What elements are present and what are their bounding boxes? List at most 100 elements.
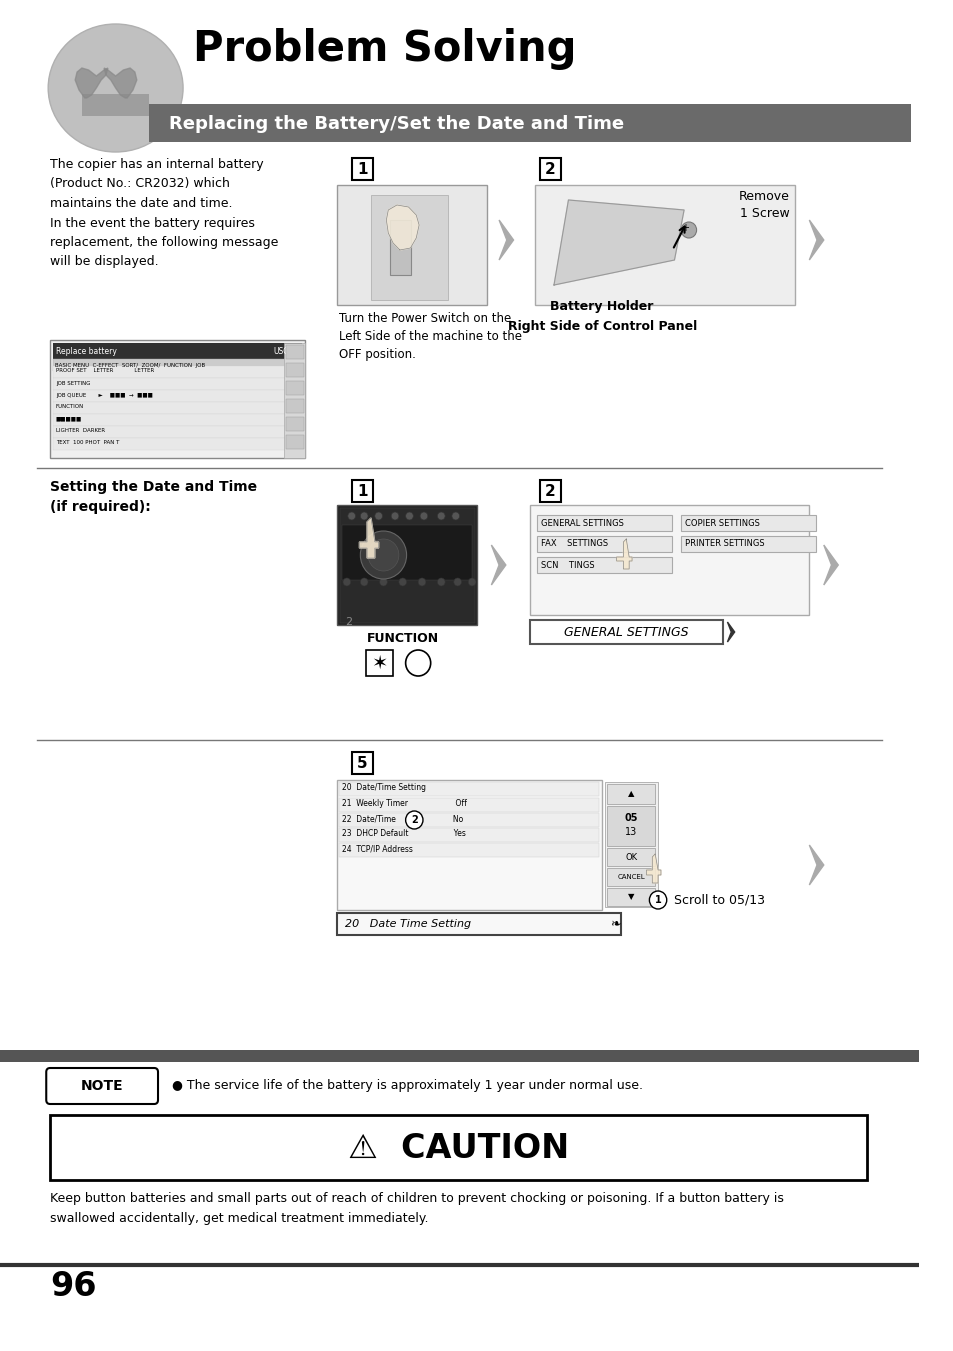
Text: Keep button batteries and small parts out of reach of children to prevent chocki: Keep button batteries and small parts ou… (51, 1192, 783, 1225)
Circle shape (368, 539, 398, 571)
Bar (53, 403, 301, 413)
Text: USO: USO (273, 347, 289, 357)
Text: 2: 2 (345, 617, 352, 627)
Polygon shape (646, 854, 660, 884)
Bar (606, 888, 655, 907)
Bar (53, 426, 301, 438)
Text: FAX    SETTINGS: FAX SETTINGS (540, 539, 607, 549)
Bar (342, 526, 472, 580)
Bar (53, 359, 301, 372)
Bar (339, 813, 598, 827)
Text: 22  Date/Time                        No: 22 Date/Time No (342, 815, 463, 824)
Bar (537, 557, 671, 573)
Bar (340, 508, 475, 623)
Polygon shape (808, 220, 823, 259)
Bar (371, 195, 448, 300)
Text: ⚠  CAUTION: ⚠ CAUTION (348, 1132, 569, 1165)
Text: SCN    TINGS: SCN TINGS (540, 561, 594, 570)
Bar (529, 620, 721, 644)
Ellipse shape (48, 24, 183, 153)
Text: PRINTER SETTINGS: PRINTER SETTINGS (684, 539, 764, 549)
Text: 1: 1 (356, 484, 367, 499)
Text: NOTE: NOTE (81, 1079, 123, 1093)
Bar (336, 780, 601, 911)
Bar (606, 807, 655, 846)
Text: 20   Date Time Setting: 20 Date Time Setting (345, 919, 471, 929)
Bar (286, 435, 303, 449)
Bar (535, 185, 794, 305)
Polygon shape (75, 68, 108, 99)
Bar (286, 345, 303, 359)
Bar (390, 220, 411, 276)
Bar (680, 515, 815, 531)
Circle shape (437, 512, 445, 520)
Text: 2: 2 (544, 162, 555, 177)
Bar (352, 480, 373, 503)
Text: ▲: ▲ (627, 789, 634, 798)
Bar (284, 343, 305, 458)
Text: TEXT  100 PHOT  PAN T: TEXT 100 PHOT PAN T (56, 440, 119, 446)
Bar (286, 399, 303, 413)
Polygon shape (616, 539, 632, 569)
Bar (606, 848, 655, 866)
Bar (150, 104, 909, 142)
Text: 23  DHCP Default                   Yes: 23 DHCP Default Yes (342, 830, 465, 839)
Polygon shape (498, 220, 513, 259)
Text: 1: 1 (356, 162, 367, 177)
Text: Scroll to 05/13: Scroll to 05/13 (674, 893, 764, 907)
Text: 20  Date/Time Setting: 20 Date/Time Setting (342, 784, 426, 793)
Text: FUNCTION: FUNCTION (366, 632, 438, 644)
Polygon shape (727, 621, 734, 642)
Text: CANCEL: CANCEL (617, 874, 644, 880)
Polygon shape (104, 68, 136, 99)
Bar (53, 438, 301, 450)
Circle shape (398, 578, 406, 586)
Text: 13: 13 (624, 827, 637, 838)
Bar (352, 753, 373, 774)
Text: 21  Weekly Timer                    Off: 21 Weekly Timer Off (342, 800, 466, 808)
Bar (0, 1050, 918, 1062)
Bar (286, 417, 303, 431)
Circle shape (452, 512, 459, 520)
Bar (539, 158, 560, 180)
Bar (366, 650, 393, 676)
Bar (51, 1115, 866, 1179)
Polygon shape (491, 544, 505, 585)
Bar (336, 913, 620, 935)
Circle shape (405, 512, 413, 520)
Bar (53, 390, 301, 403)
Text: Replace battery: Replace battery (56, 347, 116, 357)
Text: ❧: ❧ (609, 917, 619, 931)
Text: Problem Solving: Problem Solving (193, 28, 576, 70)
Circle shape (437, 578, 445, 586)
Bar (352, 158, 373, 180)
Text: GENERAL SETTINGS: GENERAL SETTINGS (540, 519, 622, 527)
Bar (53, 343, 301, 359)
Text: Replacing the Battery/Set the Date and Time: Replacing the Battery/Set the Date and T… (169, 115, 623, 132)
Circle shape (379, 578, 387, 586)
Circle shape (649, 892, 666, 909)
Circle shape (343, 578, 351, 586)
Text: JOB SETTING: JOB SETTING (56, 381, 91, 385)
Text: PROOF SET    LETTER            LETTER: PROOF SET LETTER LETTER (56, 369, 154, 373)
Circle shape (417, 578, 425, 586)
Circle shape (419, 512, 427, 520)
Bar (53, 378, 301, 390)
Text: ■■■■■: ■■■■■ (56, 416, 82, 422)
Bar (336, 185, 486, 305)
Text: COPIER SETTINGS: COPIER SETTINGS (684, 519, 760, 527)
Bar (529, 505, 808, 615)
Bar (286, 381, 303, 394)
Text: The copier has an internal battery
(Product No.: CR2032) which
maintains the dat: The copier has an internal battery (Prod… (51, 158, 278, 269)
Text: Right Side of Control Panel: Right Side of Control Panel (507, 320, 696, 332)
Text: LIGHTER  DARKER: LIGHTER DARKER (56, 428, 105, 434)
Bar (51, 340, 305, 458)
Bar (286, 363, 303, 377)
Bar (606, 784, 655, 804)
Text: OK: OK (624, 852, 637, 862)
Bar (82, 95, 150, 116)
Text: FUNCTION: FUNCTION (56, 404, 84, 409)
Circle shape (468, 578, 476, 586)
Bar (339, 843, 598, 857)
Polygon shape (554, 200, 683, 285)
